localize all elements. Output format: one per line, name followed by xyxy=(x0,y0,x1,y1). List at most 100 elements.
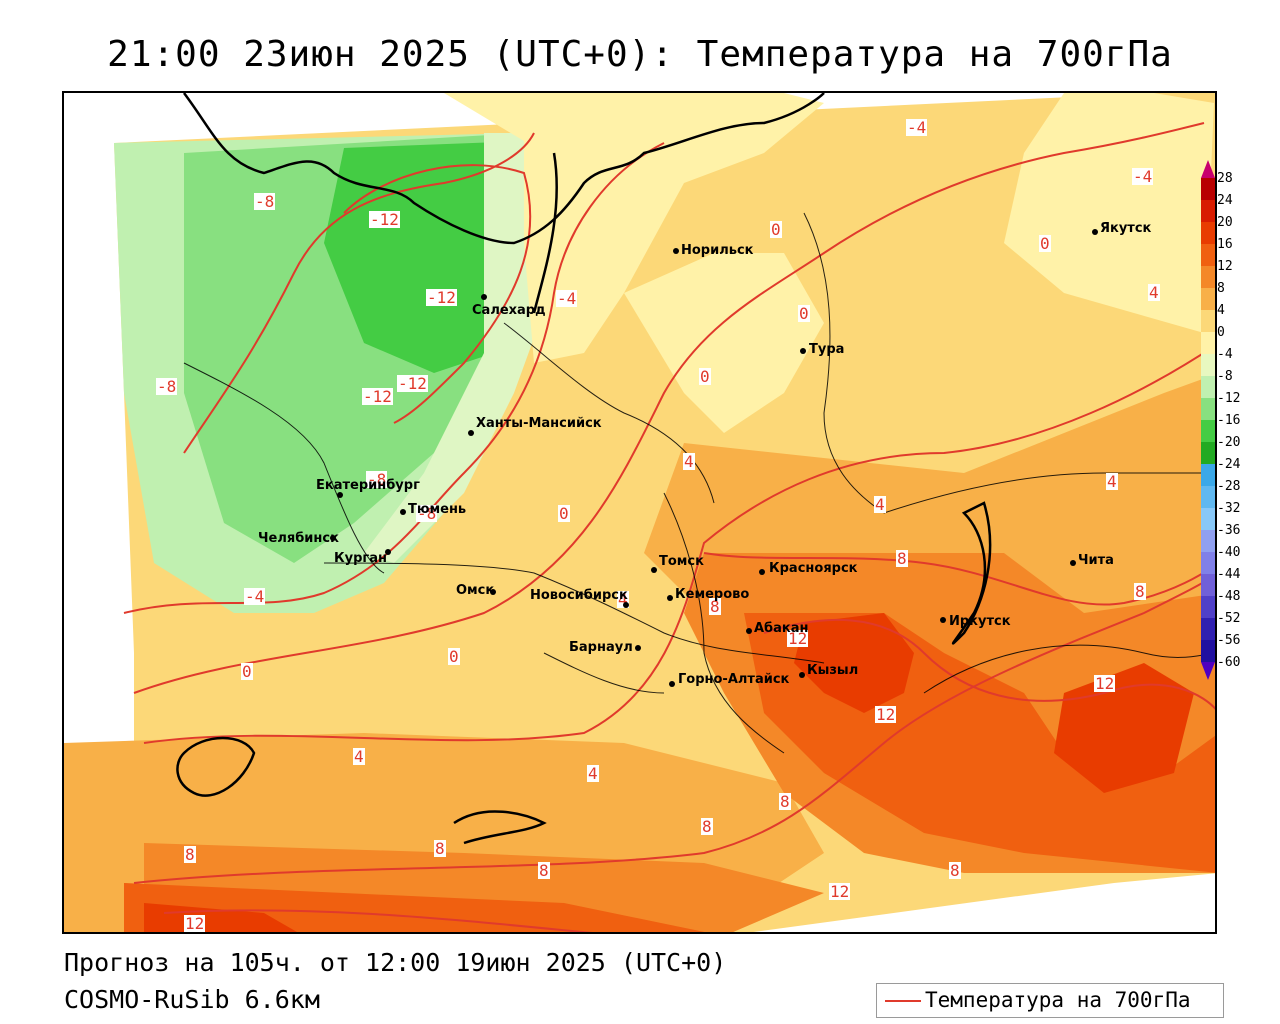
city-dot xyxy=(330,535,336,541)
colorbar-swatch xyxy=(1201,552,1215,574)
city-dot xyxy=(940,617,946,623)
contour-label: 4 xyxy=(683,452,695,471)
colorbar-swatch xyxy=(1201,178,1215,200)
colorbar-swatch xyxy=(1201,288,1215,310)
contour-label: 12 xyxy=(1094,674,1116,693)
city-dot xyxy=(337,492,343,498)
colorbar-tick: 20 xyxy=(1217,215,1233,230)
city-label: Тура xyxy=(809,342,845,357)
colorbar-swatch xyxy=(1201,398,1215,420)
model-name: COSMO-RuSib 6.6км xyxy=(64,985,320,1014)
city-label: Красноярск xyxy=(769,561,858,576)
city-dot xyxy=(800,348,806,354)
contour-label: 0 xyxy=(798,304,810,323)
contour-label: 0 xyxy=(770,220,782,239)
forecast-info: Прогноз на 105ч. от 12:00 19июн 2025 (UT… xyxy=(64,948,727,977)
city-label: Барнаул xyxy=(569,640,633,655)
legend-line-swatch xyxy=(885,1000,921,1002)
colorbar-swatch xyxy=(1201,486,1215,508)
contour-label: 12 xyxy=(184,914,206,933)
colorbar-swatch xyxy=(1201,530,1215,552)
city-label: Чита xyxy=(1078,553,1114,568)
city-label: Кемерово xyxy=(675,587,750,602)
city-dot xyxy=(651,567,657,573)
colorbar-swatch xyxy=(1201,508,1215,530)
city-dot xyxy=(759,569,765,575)
city-dot xyxy=(623,602,629,608)
colorbar-swatch xyxy=(1201,354,1215,376)
city-label: Омск xyxy=(456,583,495,598)
colorbar-tick: -48 xyxy=(1217,589,1241,604)
city-label: Екатеринбург xyxy=(316,478,420,493)
city-dot xyxy=(746,628,752,634)
contour-label: 0 xyxy=(241,662,253,681)
contour-label: -8 xyxy=(366,470,388,489)
city-dot xyxy=(385,549,391,555)
contour-label: -8 xyxy=(156,377,178,396)
contour-label: -8 xyxy=(254,192,276,211)
contour-label: -4 xyxy=(1132,167,1154,186)
city-label: Якутск xyxy=(1100,221,1152,236)
contour-label: 4 xyxy=(617,590,629,609)
colorbar-tick: 0 xyxy=(1217,325,1225,340)
legend-label: Температура на 700гПа xyxy=(925,988,1191,1012)
colorbar-tick: -40 xyxy=(1217,545,1241,560)
colorbar-tick: -56 xyxy=(1217,633,1241,648)
colorbar-tick: 16 xyxy=(1217,237,1233,252)
city-dot xyxy=(1070,560,1076,566)
colorbar-tick: -16 xyxy=(1217,413,1241,428)
city-label: Горно-Алтайск xyxy=(678,672,790,687)
colorbar-top-arrow xyxy=(1201,160,1215,178)
contour-label: 0 xyxy=(448,647,460,666)
colorbar-tick: -32 xyxy=(1217,501,1241,516)
city-label: Иркутск xyxy=(949,614,1011,629)
contour-label: 4 xyxy=(353,747,365,766)
colorbar-tick: 24 xyxy=(1217,193,1233,208)
contour-label: 8 xyxy=(949,861,961,880)
colorbar-tick: -28 xyxy=(1217,479,1241,494)
colorbar-swatches xyxy=(1201,160,1215,680)
city-label: Норильск xyxy=(681,243,754,258)
contour-label: 8 xyxy=(896,549,908,568)
contour-label: 8 xyxy=(709,597,721,616)
city-label: Курган xyxy=(334,551,387,566)
colorbar-tick: 8 xyxy=(1217,281,1225,296)
contour-label: 8 xyxy=(184,845,196,864)
contour-label: 12 xyxy=(875,705,897,724)
city-dot xyxy=(468,430,474,436)
contour-label: 8 xyxy=(701,817,713,836)
city-label: Салехард xyxy=(472,303,546,318)
colorbar-tick: 4 xyxy=(1217,303,1225,318)
city-dot xyxy=(1092,229,1098,235)
colorbar-tick: -44 xyxy=(1217,567,1241,582)
contour-label: 4 xyxy=(587,764,599,783)
contour-label: 4 xyxy=(874,495,886,514)
colorbar-swatch xyxy=(1201,442,1215,464)
city-dot xyxy=(635,645,641,651)
colorbar-tick: 28 xyxy=(1217,171,1233,186)
contour-label: 4 xyxy=(1106,472,1118,491)
city-label: Новосибирск xyxy=(530,588,628,603)
colorbar-bottom-arrow xyxy=(1201,662,1215,680)
contour-label: 0 xyxy=(699,367,711,386)
contour-label: 8 xyxy=(434,839,446,858)
colorbar-swatch xyxy=(1201,596,1215,618)
city-label: Томск xyxy=(659,554,704,569)
contour-label: 0 xyxy=(558,504,570,523)
colorbar-swatch xyxy=(1201,244,1215,266)
colorbar-tick: -20 xyxy=(1217,435,1241,450)
contour-label: -4 xyxy=(906,118,928,137)
contour-label: -8 xyxy=(416,504,438,523)
colorbar-swatch xyxy=(1201,640,1215,662)
city-label: Челябинск xyxy=(258,531,339,546)
city-dot xyxy=(667,595,673,601)
colorbar-tick: -36 xyxy=(1217,523,1241,538)
contour-label: 4 xyxy=(1148,283,1160,302)
colorbar-tick: 12 xyxy=(1217,259,1233,274)
contour-label: -4 xyxy=(556,289,578,308)
colorbar-swatch xyxy=(1201,310,1215,332)
colorbar-swatch xyxy=(1201,464,1215,486)
colorbar-tick: -8 xyxy=(1217,369,1233,384)
contour-label: 8 xyxy=(538,861,550,880)
contour-label: -12 xyxy=(426,288,457,307)
